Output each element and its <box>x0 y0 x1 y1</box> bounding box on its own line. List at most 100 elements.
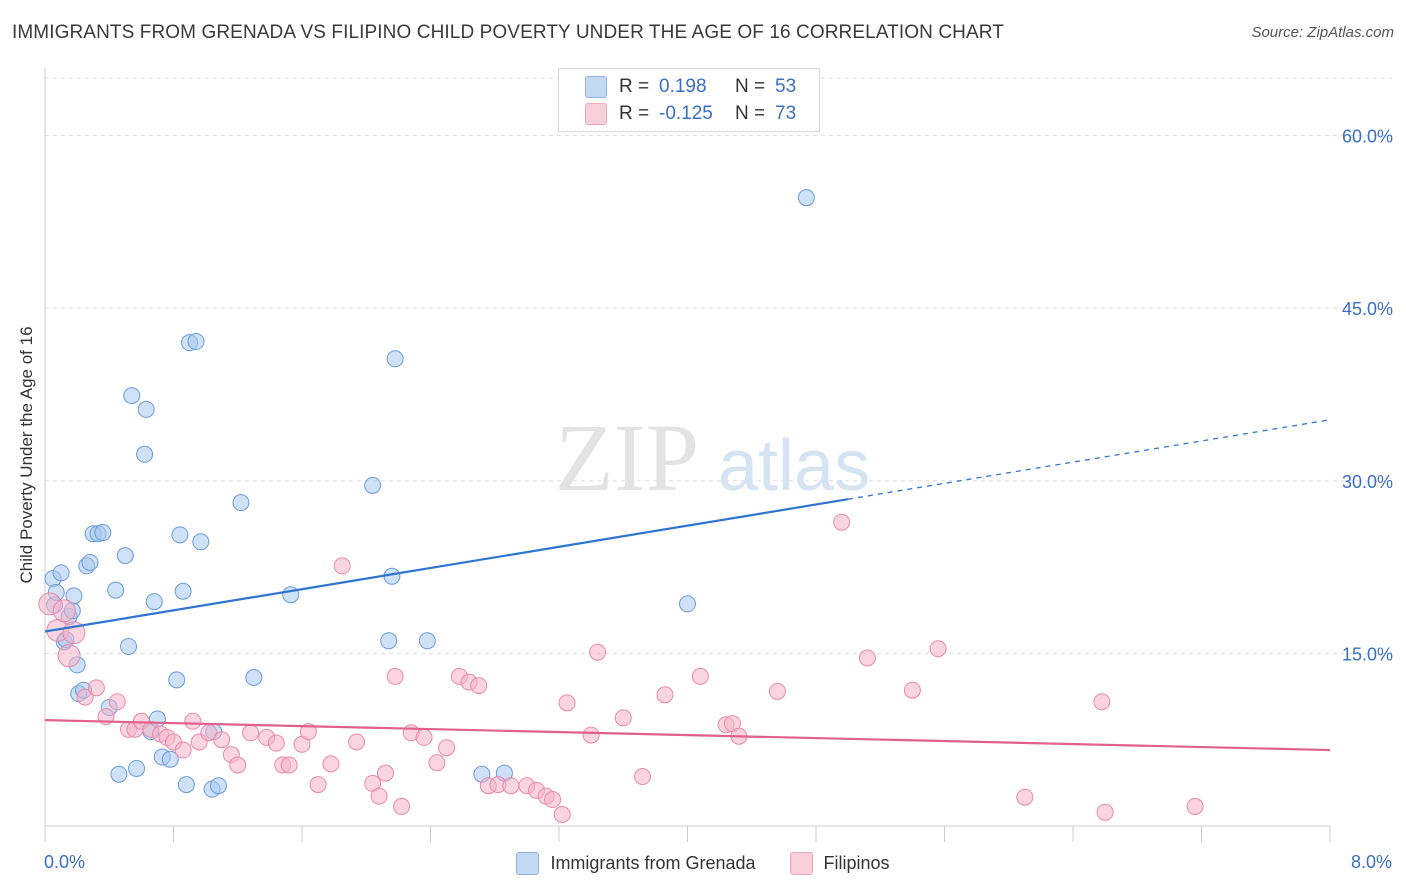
point-grenada <box>94 524 112 542</box>
data-points <box>38 189 1204 823</box>
point-filipinos <box>386 667 404 685</box>
point-filipinos <box>438 739 456 757</box>
y-tick-labels: 15.0% 30.0% 45.0% 60.0% <box>1342 127 1393 665</box>
point-filipinos <box>174 741 192 759</box>
legend-swatch-filipinos <box>789 852 813 875</box>
r-value: -0.125 <box>659 103 713 124</box>
trend-lines <box>44 419 1331 752</box>
stats-legend: R = 0.198 N = 53 R = -0.125 N = 73 <box>558 68 820 132</box>
point-grenada <box>679 595 696 613</box>
point-grenada <box>137 400 155 418</box>
point-filipinos <box>393 797 411 815</box>
legend-item-filipinos: Filipinos <box>789 852 890 875</box>
point-grenada <box>110 765 128 783</box>
legend-item-grenada: Immigrants from Grenada <box>516 852 756 875</box>
chart-title: IMMIGRANTS FROM GRENADA VS FILIPINO CHIL… <box>12 22 1004 43</box>
point-filipinos <box>544 791 562 809</box>
trend-line-grenada-extension <box>848 419 1331 500</box>
point-filipinos <box>614 709 632 727</box>
point-filipinos <box>108 693 126 711</box>
point-filipinos <box>858 649 876 667</box>
point-filipinos <box>582 726 600 744</box>
y-tick-label: 60.0% <box>1342 127 1393 147</box>
point-grenada <box>797 189 815 207</box>
point-grenada <box>245 669 263 687</box>
legend-swatch-filipinos <box>585 103 607 125</box>
point-grenada <box>177 776 195 794</box>
r-label: R = <box>619 103 650 124</box>
x-tick-max: 8.0% <box>1350 852 1392 872</box>
point-grenada <box>187 333 205 351</box>
point-filipinos <box>184 712 202 730</box>
point-grenada <box>136 445 154 463</box>
legend-swatch-grenada <box>516 852 540 875</box>
point-filipinos <box>415 728 433 746</box>
point-filipinos <box>1016 788 1034 806</box>
point-grenada <box>171 526 189 544</box>
point-filipinos <box>1096 803 1114 821</box>
watermark-atlas: atlas <box>718 426 870 506</box>
series-legend: Immigrants from Grenada Filipinos <box>0 852 1406 875</box>
point-filipinos <box>558 694 576 712</box>
point-grenada <box>145 593 163 611</box>
point-filipinos <box>470 677 488 695</box>
point-grenada <box>418 632 436 650</box>
legend-label-grenada: Immigrants from Grenada <box>550 853 756 873</box>
axes <box>44 68 1331 842</box>
point-filipinos <box>213 731 231 749</box>
n-value: 53 <box>775 76 797 97</box>
y-tick-label: 15.0% <box>1342 644 1393 664</box>
point-filipinos <box>656 686 674 704</box>
watermark-zip: ZIP <box>555 404 699 511</box>
point-filipinos <box>377 764 395 782</box>
r-label: R = <box>619 76 650 97</box>
point-filipinos <box>87 679 105 697</box>
point-grenada <box>380 632 398 650</box>
stats-row-filipinos: R = -0.125 N = 73 <box>585 102 796 126</box>
r-value: 0.198 <box>659 76 707 97</box>
n-value: 73 <box>775 103 797 124</box>
point-filipinos <box>502 777 520 795</box>
point-filipinos <box>1093 693 1111 711</box>
point-filipinos <box>768 682 786 700</box>
y-tick-label: 30.0% <box>1342 472 1393 492</box>
point-grenada <box>168 671 186 689</box>
point-grenada <box>123 387 141 405</box>
point-filipinos <box>333 557 351 575</box>
point-filipinos <box>348 733 366 751</box>
point-grenada <box>192 533 210 551</box>
grid-lines <box>45 77 1392 654</box>
point-filipinos <box>634 768 652 786</box>
point-grenada <box>116 547 134 565</box>
point-grenada <box>209 777 227 795</box>
point-grenada <box>161 750 179 768</box>
x-tick-min: 0.0% <box>44 852 86 872</box>
point-grenada <box>81 553 99 571</box>
point-filipinos <box>1186 797 1204 815</box>
point-grenada <box>232 494 250 512</box>
point-filipinos <box>691 667 709 685</box>
point-grenada <box>128 759 146 777</box>
point-filipinos <box>280 756 298 774</box>
point-filipinos <box>229 756 247 774</box>
point-grenada <box>107 581 125 599</box>
point-filipinos <box>553 805 571 823</box>
point-filipinos <box>929 640 947 658</box>
point-filipinos <box>589 643 607 661</box>
point-filipinos <box>322 755 340 773</box>
point-filipinos <box>428 754 446 772</box>
point-filipinos <box>52 599 76 623</box>
point-filipinos <box>76 688 94 706</box>
point-filipinos <box>57 644 81 668</box>
point-filipinos <box>309 776 327 794</box>
point-filipinos <box>242 724 260 742</box>
point-filipinos <box>833 513 851 531</box>
y-tick-label: 45.0% <box>1342 299 1393 319</box>
point-grenada <box>52 564 70 582</box>
point-grenada <box>386 350 404 368</box>
point-grenada <box>174 582 192 600</box>
point-filipinos <box>903 681 921 699</box>
point-grenada <box>120 637 138 655</box>
legend-label-filipinos: Filipinos <box>823 853 890 873</box>
